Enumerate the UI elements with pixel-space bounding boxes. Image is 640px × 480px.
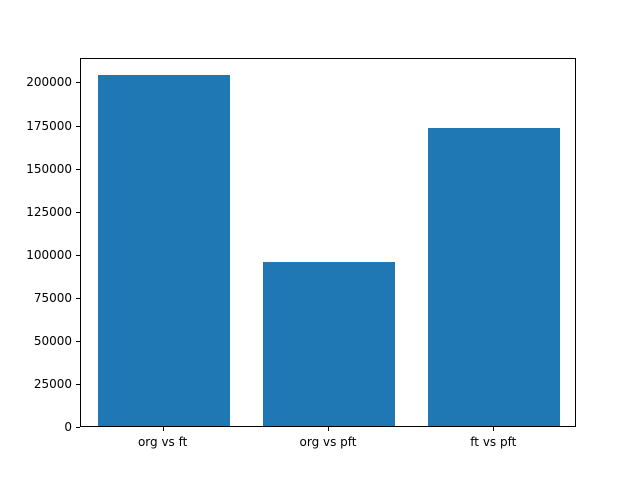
y-tick-label: 150000 xyxy=(26,161,72,176)
x-tick-label: org vs pft xyxy=(299,435,357,449)
y-tick-label: 50000 xyxy=(33,333,72,348)
y-tick-mark xyxy=(76,383,80,385)
bar-org-vs-ft xyxy=(97,74,230,426)
y-tick-label: 200000 xyxy=(26,75,72,90)
y-tick-label: 75000 xyxy=(33,290,72,305)
y-tick-mark xyxy=(76,297,80,299)
y-tick-mark xyxy=(76,168,80,170)
bar-org-vs-pft xyxy=(262,262,396,426)
bar-ft-vs-pft xyxy=(428,127,561,426)
y-tick-label: 125000 xyxy=(26,204,72,219)
y-tick-mark xyxy=(76,427,80,428)
y-tick-mark xyxy=(76,125,80,127)
y-tick-mark xyxy=(76,340,80,342)
x-tick-mark xyxy=(328,427,329,431)
y-tick-label: 175000 xyxy=(26,118,72,133)
y-tick-mark xyxy=(76,211,80,213)
x-tick-mark xyxy=(162,427,164,431)
x-tick-label: org vs ft xyxy=(137,435,188,449)
y-tick-label: 25000 xyxy=(33,376,72,391)
y-tick-label: 0 xyxy=(64,420,72,434)
y-tick-mark xyxy=(76,82,80,84)
y-tick-mark xyxy=(76,254,80,256)
x-tick-mark xyxy=(493,427,495,431)
plot-area xyxy=(80,58,576,427)
x-tick-label: ft vs pft xyxy=(470,435,517,449)
y-tick-label: 100000 xyxy=(26,247,72,262)
